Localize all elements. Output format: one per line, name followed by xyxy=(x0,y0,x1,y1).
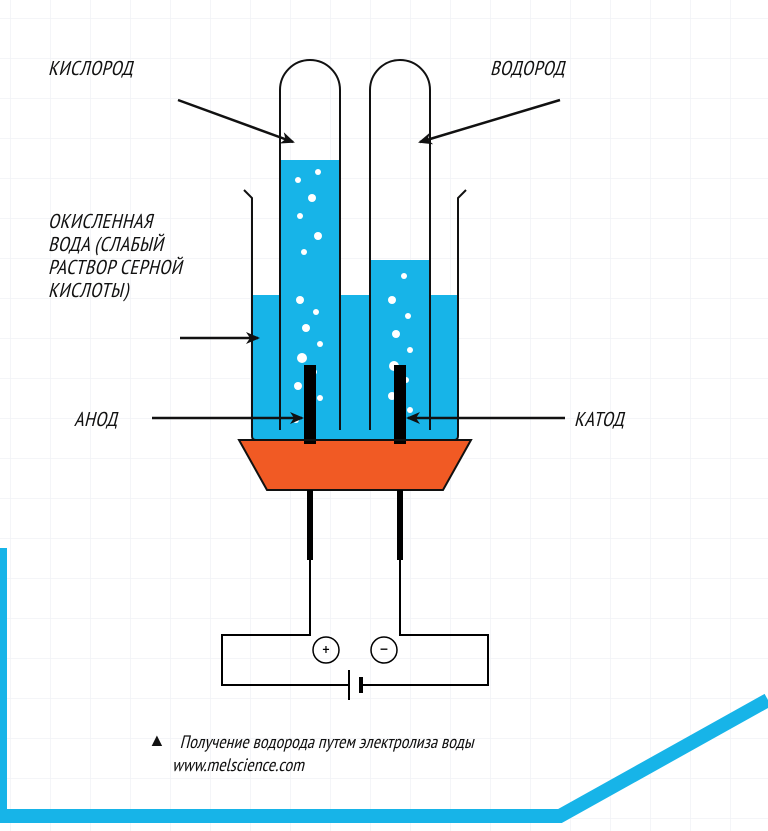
label-solution: ОКИСЛЕННАЯ ВОДА (СЛАБЫЙ РАСТВОР СЕРНОЙ К… xyxy=(48,210,182,302)
label-anode: АНОД xyxy=(74,408,117,431)
arrow-hydrogen xyxy=(420,100,560,142)
label-oxygen: КИСЛОРОД xyxy=(48,57,133,80)
circuit xyxy=(222,490,488,700)
circuit-terminals: + − xyxy=(313,636,397,663)
arrow-oxygen xyxy=(178,100,293,142)
plus-label: + xyxy=(322,638,329,661)
label-hydrogen: ВОДОРОД xyxy=(490,57,565,80)
caption-line2: www.melscience.com xyxy=(172,753,304,776)
caption-marker-icon: ▲ xyxy=(148,728,166,751)
label-cathode: КАТОД xyxy=(574,408,624,431)
caption-line1: Получение водорода путем электролиза вод… xyxy=(180,730,474,753)
apparatus-base xyxy=(239,440,471,490)
minus-label: − xyxy=(380,636,388,662)
figure-caption: ▲ Получение водорода путем электролиза в… xyxy=(148,730,474,777)
